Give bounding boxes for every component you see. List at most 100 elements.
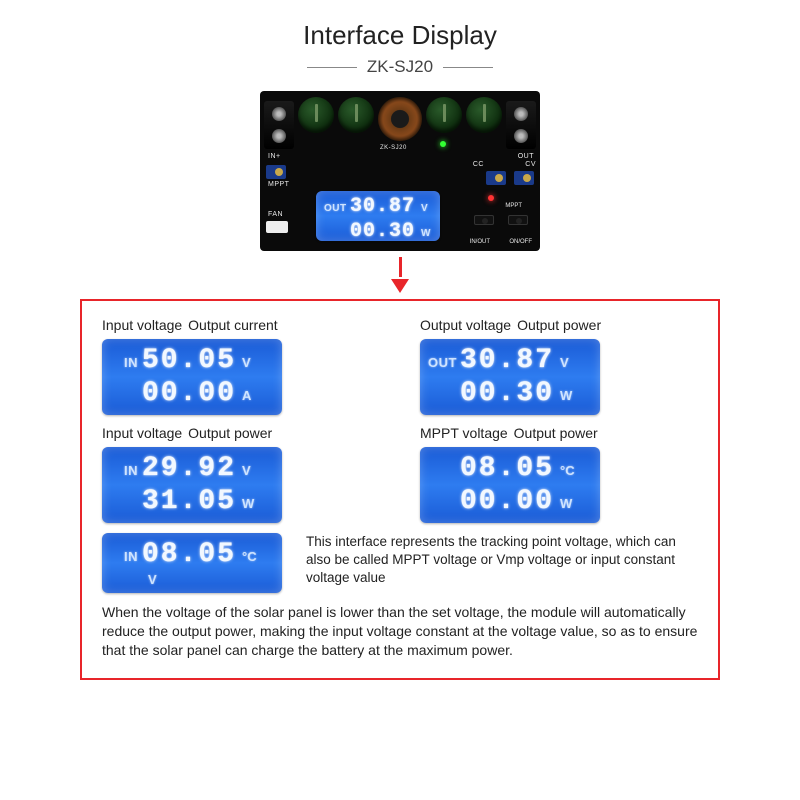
mppt-potentiometer	[266, 165, 286, 179]
lcd-unit: W	[421, 228, 430, 239]
capacitor-icon	[426, 97, 462, 133]
lcd-line: IN 29.92 V	[110, 453, 272, 484]
cc-potentiometer	[486, 171, 506, 185]
lcd-line: 31.05 W	[110, 486, 272, 517]
lcd-value: 50.05	[142, 345, 236, 376]
inductor-icon	[378, 97, 422, 141]
page-title: Interface Display	[303, 20, 497, 51]
lcd-unit: W	[242, 496, 254, 511]
lcd-display: IN 50.05 V 00.00 A	[102, 339, 282, 415]
label-b: Output power	[517, 317, 601, 333]
label-a: Output voltage	[420, 317, 511, 333]
capacitor-icon	[338, 97, 374, 133]
divider-line	[443, 67, 493, 68]
lcd-prefix: IN	[110, 549, 138, 564]
lcd-unit: A	[242, 388, 251, 403]
label-a: Input voltage	[102, 317, 182, 333]
input-terminal	[264, 101, 294, 149]
silkscreen-out: OUT	[518, 153, 534, 160]
lcd-labels: Input voltage Output power	[102, 425, 380, 441]
model-label: ZK-SJ20	[367, 57, 433, 77]
divider-line	[307, 67, 357, 68]
onoff-button[interactable]	[508, 215, 528, 225]
lcd-labels: Output voltage Output power	[420, 317, 698, 333]
silkscreen-mppt: MPPT	[268, 181, 289, 188]
lcd-display: 08.05 °C 00.00 W	[420, 447, 600, 523]
label-a: MPPT voltage	[420, 425, 508, 441]
lcd-value: 30.87	[460, 345, 554, 376]
lcd-line: 00.00 W	[428, 486, 590, 517]
lcd-labels: MPPT voltage Output power	[420, 425, 698, 441]
status-led-green	[440, 141, 446, 147]
button-label: IN/OUT	[470, 239, 490, 245]
lcd-display: IN 08.05 °C V	[102, 533, 282, 593]
subtitle-row: ZK-SJ20	[307, 57, 493, 77]
tracking-note: This interface represents the tracking p…	[306, 533, 698, 588]
lcd-prefix: IN	[110, 463, 138, 478]
extra-lcd-wrap: IN 08.05 °C V	[102, 533, 282, 593]
lcd-line: 00.00 A	[110, 378, 272, 409]
lcd-prefix: IN	[110, 355, 138, 370]
label-b: Output current	[188, 317, 278, 333]
lcd-line: 08.05 °C	[428, 453, 590, 484]
lcd-unit: V	[560, 355, 569, 370]
lcd-line: 00.30 W	[324, 220, 432, 243]
lcd-value: 31.05	[142, 486, 236, 517]
display-cell: Input voltage Output current IN 50.05 V …	[102, 317, 380, 415]
info-box: Input voltage Output current IN 50.05 V …	[80, 299, 720, 680]
silkscreen-mppt2: MPPT	[505, 203, 522, 209]
arrow-down-icon	[391, 279, 409, 293]
cv-potentiometer	[514, 171, 534, 185]
inout-button[interactable]	[474, 215, 494, 225]
display-cell: Output voltage Output power OUT 30.87 V …	[420, 317, 698, 415]
bottom-row: IN 08.05 °C V This interface represents …	[102, 533, 698, 593]
lcd-line: OUT 30.87 V	[428, 345, 590, 376]
lcd-line: V	[110, 572, 272, 587]
button-label: ON/OFF	[509, 239, 532, 245]
display-row: Input voltage Output power IN 29.92 V 31…	[102, 425, 698, 523]
lcd-unit: W	[560, 496, 572, 511]
display-cell: MPPT voltage Output power 08.05 °C 00.00…	[420, 425, 698, 523]
fan-connector	[266, 221, 288, 233]
lcd-value: 00.00	[142, 378, 236, 409]
silkscreen-model: ZK-SJ20	[380, 145, 407, 151]
display-cell: Input voltage Output power IN 29.92 V 31…	[102, 425, 380, 523]
page: Interface Display ZK-SJ20 IN+ OUT MPPT F…	[0, 0, 800, 800]
capacitor-icon	[298, 97, 334, 133]
lcd-value: 30.87	[350, 195, 415, 218]
lcd-display: IN 29.92 V 31.05 W	[102, 447, 282, 523]
lcd-labels: Input voltage Output current	[102, 317, 380, 333]
lcd-prefix: OUT	[324, 203, 346, 214]
display-row: Input voltage Output current IN 50.05 V …	[102, 317, 698, 415]
lcd-line: OUT 30.87 V	[324, 195, 432, 218]
silkscreen-cc: CC	[473, 161, 484, 168]
status-led-red	[488, 195, 494, 201]
lcd-prefix: OUT	[428, 355, 456, 370]
lcd-value: 08.05	[142, 539, 236, 570]
pcb-board: IN+ OUT MPPT FAN CC CV ZK-SJ20 MPPT OUT …	[260, 91, 540, 251]
lcd-line: IN 50.05 V	[110, 345, 272, 376]
lcd-unit: V	[242, 355, 251, 370]
lcd-unit: °C	[560, 463, 575, 478]
lcd-value: 00.30	[350, 220, 415, 243]
lcd-unit: V	[242, 463, 251, 478]
lcd-unit: V	[148, 572, 157, 587]
lcd-display: OUT 30.87 V 00.30 W	[420, 339, 600, 415]
lcd-unit: V	[421, 203, 428, 214]
arrow-stem	[399, 257, 402, 277]
silkscreen-fan: FAN	[268, 211, 283, 218]
pcb-button-row	[474, 215, 528, 225]
lcd-value: 08.05	[460, 453, 554, 484]
lcd-unit: °C	[242, 549, 257, 564]
silkscreen-cv: CV	[525, 161, 536, 168]
lcd-line: IN 08.05 °C	[110, 539, 272, 570]
lcd-value: 00.30	[460, 378, 554, 409]
lcd-line: 00.30 W	[428, 378, 590, 409]
label-b: Output power	[188, 425, 272, 441]
label-a: Input voltage	[102, 425, 182, 441]
lcd-unit: W	[560, 388, 572, 403]
output-terminal	[506, 101, 536, 149]
lcd-value: 00.00	[460, 486, 554, 517]
silkscreen-in: IN+	[268, 153, 281, 160]
pcb-lcd: OUT 30.87 V 00.30 W	[316, 191, 440, 241]
